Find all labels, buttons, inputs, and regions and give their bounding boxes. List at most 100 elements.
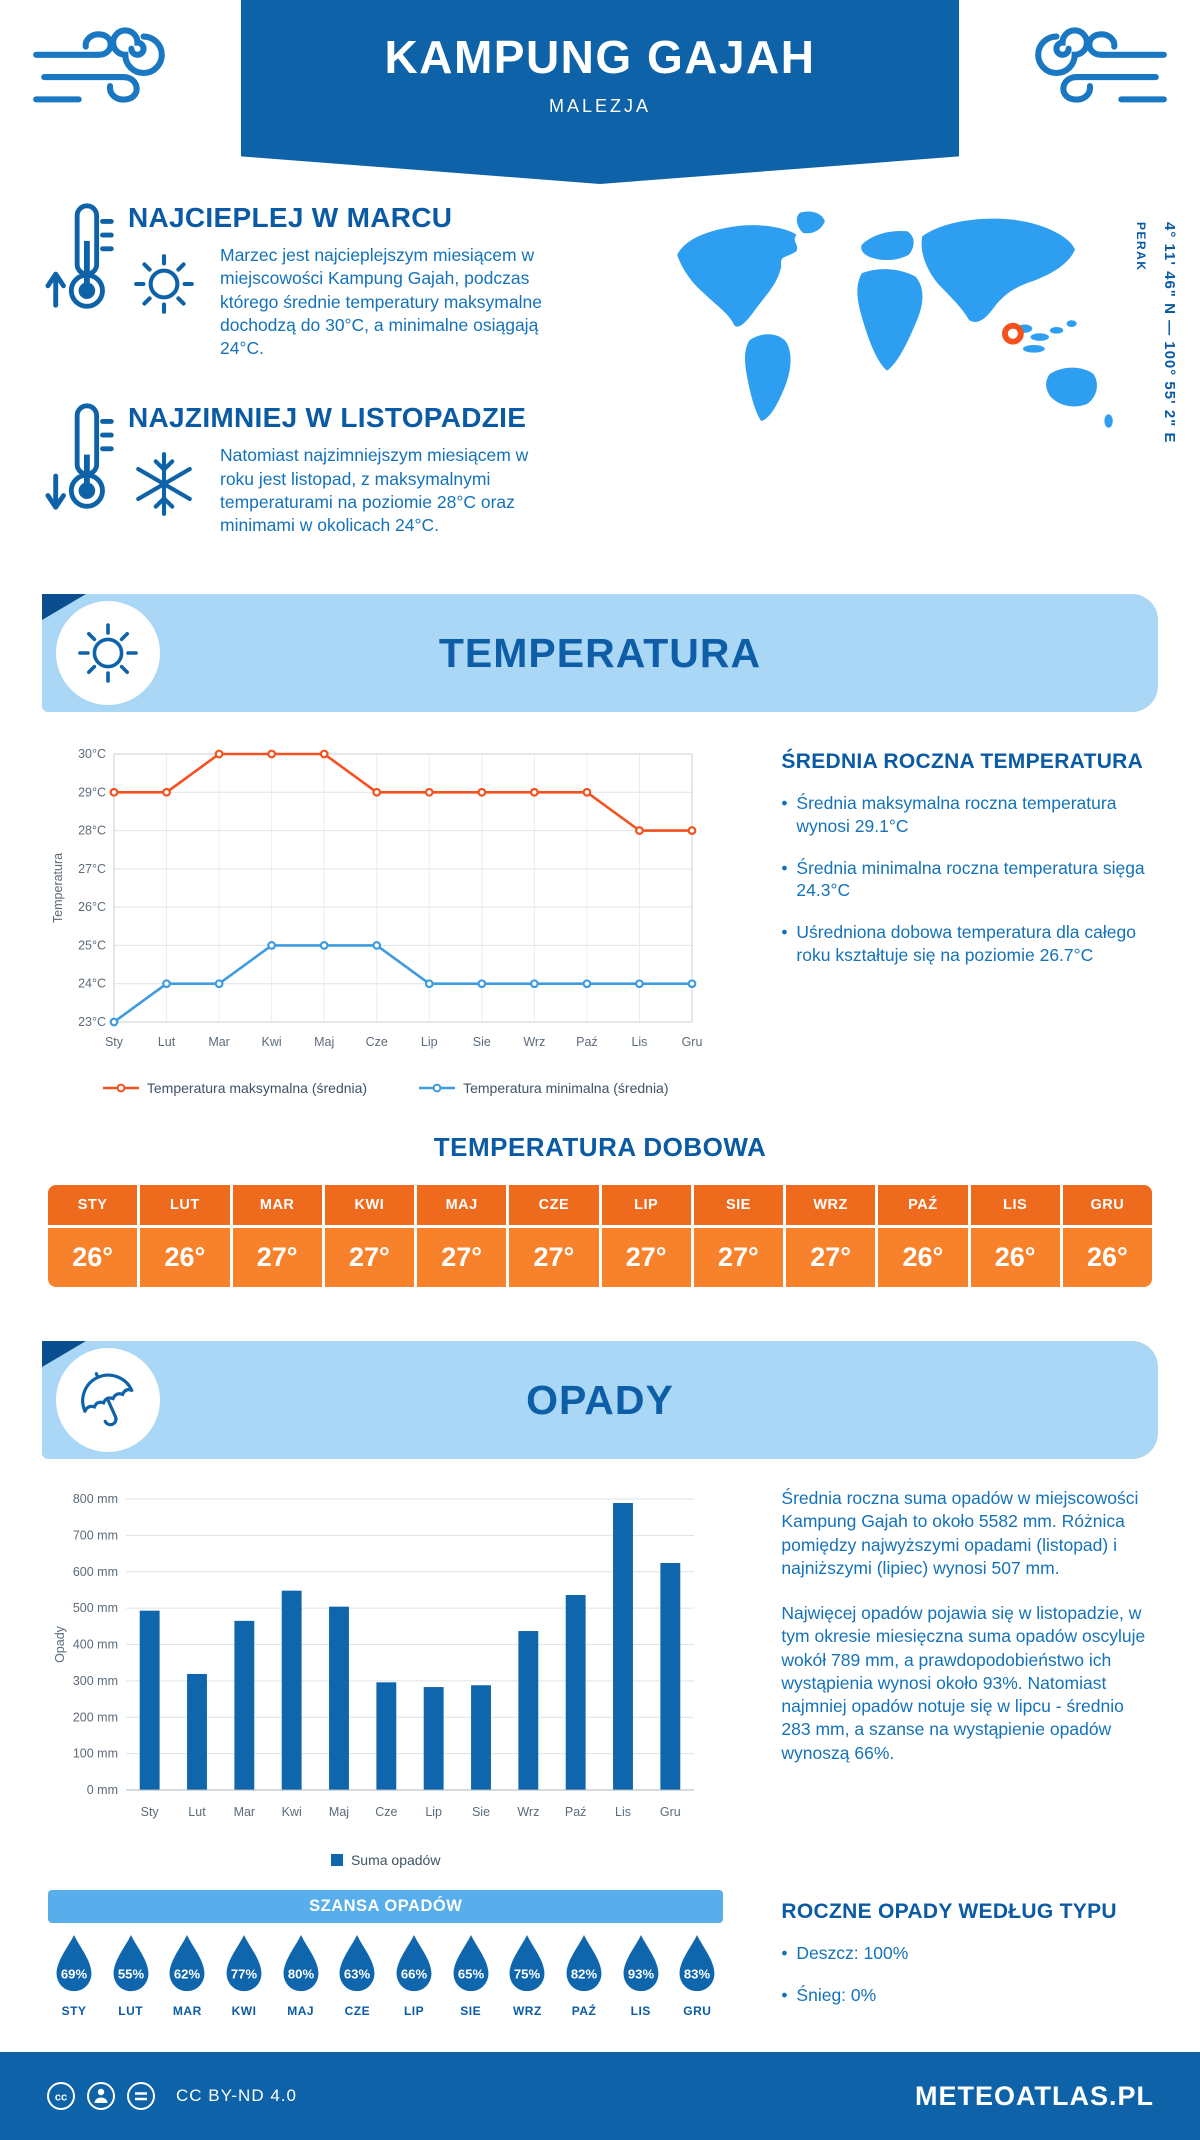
precip-type-bullets: Deszcz: 100% Śnieg: 0% <box>781 1942 1152 2007</box>
daily-temp-month-cell: CZE <box>509 1185 599 1225</box>
rain-chance-item: 83% GRU <box>671 1933 723 2018</box>
water-drop-icon: 63% <box>339 1934 375 1992</box>
rain-chance-section: SZANSA OPADÓW 69% STY 55% LUT 62% MAR 77… <box>0 1868 1200 2026</box>
svg-text:62%: 62% <box>174 1967 201 1982</box>
svg-text:63%: 63% <box>344 1967 371 1982</box>
annual-temperature-bullets: Średnia maksymalna roczna temperatura wy… <box>781 792 1152 967</box>
svg-text:Kwi: Kwi <box>282 1805 302 1819</box>
warmest-month-block: NAJCIEPLEJ W MARCU Marzec jest najci <box>44 200 644 360</box>
brand-logo: METEOATLAS.PL <box>915 2080 1154 2111</box>
legend-item: Temperatura minimalna (średnia) <box>419 1080 669 1096</box>
water-drop-icon: 82% <box>566 1934 602 1992</box>
water-drop-icon: 75% <box>509 1934 545 1992</box>
legend-item: Temperatura maksymalna (średnia) <box>102 1080 368 1096</box>
legend-label: Suma opadów <box>350 1852 441 1868</box>
water-drop-icon: 69% <box>56 1934 92 1992</box>
svg-text:29°C: 29°C <box>78 785 106 799</box>
water-drop-icon: 55% <box>113 1934 149 1992</box>
daily-temp-value-cell: 26° <box>48 1228 138 1287</box>
svg-text:55%: 55% <box>118 1967 145 1982</box>
daily-temperature-table: STY LUT MAR KWI MAJ CZE LIP SIE WRZ PAŹ LIS GRU 26° 2… <box>48 1185 1152 1287</box>
license-icons: cc <box>46 2081 156 2111</box>
bullet-item: Średnia maksymalna roczna temperatura wy… <box>781 792 1152 838</box>
legend-swatch <box>330 1854 343 1866</box>
rain-chance-month: WRZ <box>512 2004 542 2018</box>
bullet-item: Uśredniona dobowa temperatura dla całego… <box>781 921 1152 967</box>
legend-line-marker <box>419 1083 456 1093</box>
precipitation-bar-chart: 0 mm 100 mm 200 mm 300 mm 400 mm 500 mm 600 mm… <box>48 1487 723 1832</box>
daily-temp-month-cell: PAŹ <box>878 1185 968 1225</box>
svg-text:Gru: Gru <box>682 1035 703 1049</box>
rain-chance-item: 66% LIP <box>388 1933 440 2018</box>
rain-chance-month: LUT <box>118 2004 144 2018</box>
daily-temp-month-cell: SIE <box>693 1185 783 1225</box>
svg-text:27°C: 27°C <box>78 862 106 876</box>
svg-text:93%: 93% <box>628 1967 655 1982</box>
sun-banner-icon <box>56 601 160 705</box>
svg-text:Sty: Sty <box>141 1805 160 1819</box>
water-drop-icon: 65% <box>453 1934 489 1992</box>
rain-chance-item: 80% MAJ <box>275 1933 327 2018</box>
precipitation-content: 0 mm 100 mm 200 mm 300 mm 400 mm 500 mm 600 mm… <box>0 1459 1200 1868</box>
rain-chance-month: LIS <box>630 2004 651 2018</box>
svg-text:Maj: Maj <box>329 1805 349 1819</box>
rain-chance-month: KWI <box>231 2004 257 2018</box>
cc-icon: cc <box>47 2082 75 2110</box>
svg-text:82%: 82% <box>571 1967 598 1982</box>
page-subtitle: MALEZJA <box>548 96 652 116</box>
svg-text:Paź: Paź <box>576 1035 598 1049</box>
temperature-band: TEMPERATURA <box>42 594 1158 712</box>
footer: cc CC BY-ND 4.0 METEOATLAS.PL <box>0 2052 1200 2140</box>
bullet-item: Średnia minimalna roczna temperatura się… <box>781 857 1152 903</box>
precip-type-heading: ROCZNE OPADY WEDŁUG TYPU <box>781 1900 1117 1923</box>
rain-chance-month: STY <box>61 2004 87 2018</box>
svg-text:30°C: 30°C <box>78 747 106 761</box>
legend-item: Suma opadów <box>330 1852 441 1868</box>
svg-text:Lis: Lis <box>615 1805 631 1819</box>
coldest-month-heading: NAJZIMNIEJ W LISTOPADZIE <box>128 402 527 434</box>
rain-chance-item: 69% STY <box>48 1933 100 2018</box>
daily-temp-month-cell: LUT <box>140 1185 230 1225</box>
svg-text:Temperatura: Temperatura <box>51 853 65 923</box>
coldest-month-text: Natomiast najzimniejszym miesiącem w rok… <box>220 445 529 536</box>
license-text: CC BY-ND 4.0 <box>176 2086 297 2105</box>
precipitation-summary: Średnia roczna suma opadów w miejscowośc… <box>781 1487 1152 1868</box>
svg-text:Opady: Opady <box>53 1625 67 1663</box>
svg-text:Sie: Sie <box>473 1035 491 1049</box>
legend-label: Temperatura maksymalna (średnia) <box>146 1080 368 1096</box>
svg-text:Lip: Lip <box>425 1805 442 1819</box>
svg-text:Mar: Mar <box>234 1805 256 1819</box>
rain-chance-month: PAŹ <box>571 2004 597 2018</box>
thermometer-down-icon <box>44 400 128 537</box>
title-banner: KAMPUNG GAJAH MALEZJA <box>241 0 959 184</box>
precipitation-chart-legend: Suma opadów <box>48 1852 723 1868</box>
daily-temp-value-cell: 27° <box>232 1228 322 1287</box>
svg-text:300 mm: 300 mm <box>73 1674 118 1688</box>
svg-text:700 mm: 700 mm <box>73 1528 118 1542</box>
svg-text:28°C: 28°C <box>78 824 106 838</box>
svg-text:800 mm: 800 mm <box>73 1492 118 1506</box>
svg-text:Lut: Lut <box>158 1035 176 1049</box>
water-drop-icon: 66% <box>396 1934 432 1992</box>
temperature-section-banner: TEMPERATURA <box>42 594 1158 712</box>
bullet-item: Śnieg: 0% <box>781 1984 1152 2007</box>
svg-text:77%: 77% <box>231 1967 258 1982</box>
temperature-chart-legend: Temperatura maksymalna (średnia) Tempera… <box>48 1080 723 1096</box>
precipitation-paragraph: Najwięcej opadów pojawia się w listopadz… <box>781 1603 1146 1763</box>
svg-text:69%: 69% <box>61 1967 88 1982</box>
rain-chance-month: MAJ <box>287 2004 315 2018</box>
svg-text:Gru: Gru <box>660 1805 681 1819</box>
daily-temp-value-cell: 27° <box>601 1228 691 1287</box>
svg-text:100 mm: 100 mm <box>73 1747 118 1761</box>
rain-chance-banner: SZANSA OPADÓW <box>48 1890 724 1923</box>
annual-temperature-heading: ŚREDNIA ROCZNA TEMPERATURA <box>781 750 1144 773</box>
header: KAMPUNG GAJAH MALEZJA <box>0 0 1200 188</box>
daily-temperature-heading: TEMPERATURA DOBOWA <box>433 1132 767 1162</box>
highlights-section: NAJCIEPLEJ W MARCU Marzec jest najci <box>0 188 1200 586</box>
no-derivatives-icon <box>127 2082 155 2110</box>
temperature-content: 23°C 24°C 25°C 26°C 27°C 28°C 29°C 30°C Sty Lut Ma… <box>0 712 1200 1096</box>
svg-text:600 mm: 600 mm <box>73 1565 118 1579</box>
daily-temp-month-cell: LIP <box>601 1185 691 1225</box>
location-marker <box>1001 322 1024 345</box>
water-drop-icon: 93% <box>623 1934 659 1992</box>
